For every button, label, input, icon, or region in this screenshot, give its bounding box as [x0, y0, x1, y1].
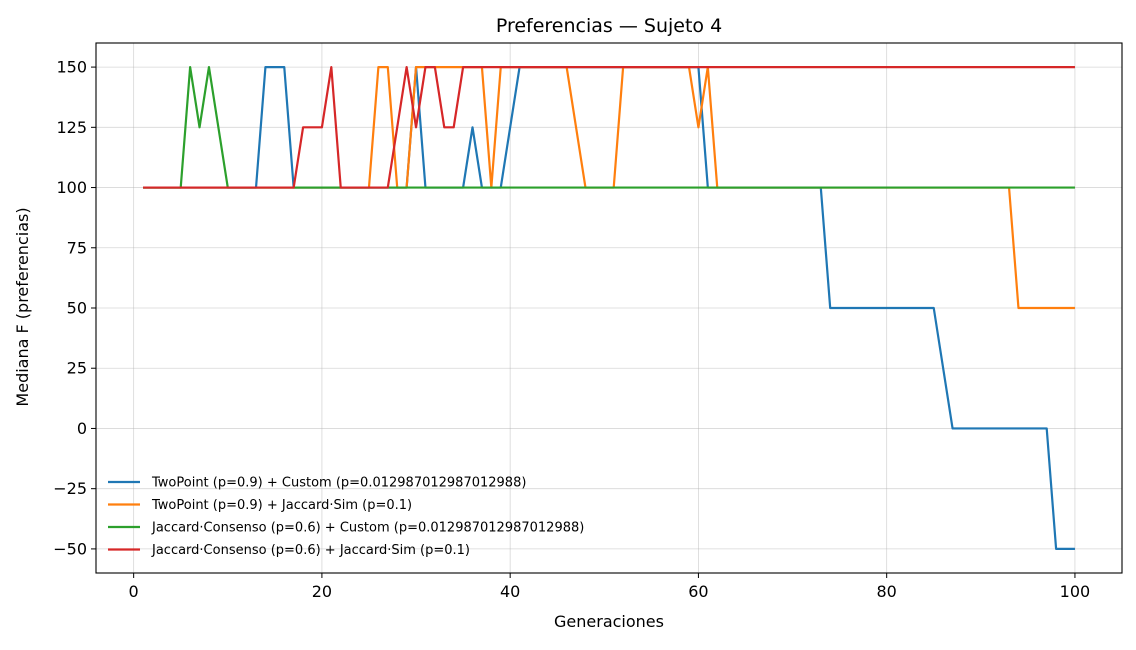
legend-label-3: Jaccard·Consenso (p=0.6) + Custom (p=0.0… [151, 521, 584, 536]
x-tick-label: 100 [1060, 582, 1091, 601]
y-tick-label: 0 [77, 419, 87, 438]
x-axis: 0 20 40 60 80 100 [129, 573, 1091, 601]
y-tick-label: 150 [56, 58, 87, 77]
y-tick-label: 50 [67, 299, 87, 318]
legend-label-4: Jaccard·Consenso (p=0.6) + Jaccard·Sim (… [151, 543, 470, 558]
series-group [143, 65, 1075, 551]
legend-label-2: TwoPoint (p=0.9) + Jaccard·Sim (p=0.1) [151, 498, 412, 513]
legend: TwoPoint (p=0.9) + Custom (p=0.012987012… [108, 476, 584, 558]
y-axis: −50 −25 0 25 50 75 100 125 150 [53, 58, 96, 558]
series-line-4 [143, 65, 1075, 189]
y-tick-label: −25 [53, 479, 87, 498]
x-tick-label: 20 [312, 582, 332, 601]
y-tick-label: 100 [56, 178, 87, 197]
y-axis-label: Mediana F (preferencias) [13, 207, 32, 406]
x-axis-label: Generaciones [554, 612, 664, 631]
x-tick-label: 60 [688, 582, 708, 601]
y-tick-label: 25 [67, 359, 87, 378]
x-tick-label: 80 [876, 582, 896, 601]
x-tick-label: 40 [500, 582, 520, 601]
x-tick-label: 0 [129, 582, 139, 601]
y-tick-label: 125 [56, 118, 87, 137]
y-tick-label: −50 [53, 539, 87, 558]
chart-title: Preferencias — Sujeto 4 [496, 15, 722, 37]
y-tick-label: 75 [67, 238, 87, 257]
legend-label-1: TwoPoint (p=0.9) + Custom (p=0.012987012… [151, 476, 526, 491]
